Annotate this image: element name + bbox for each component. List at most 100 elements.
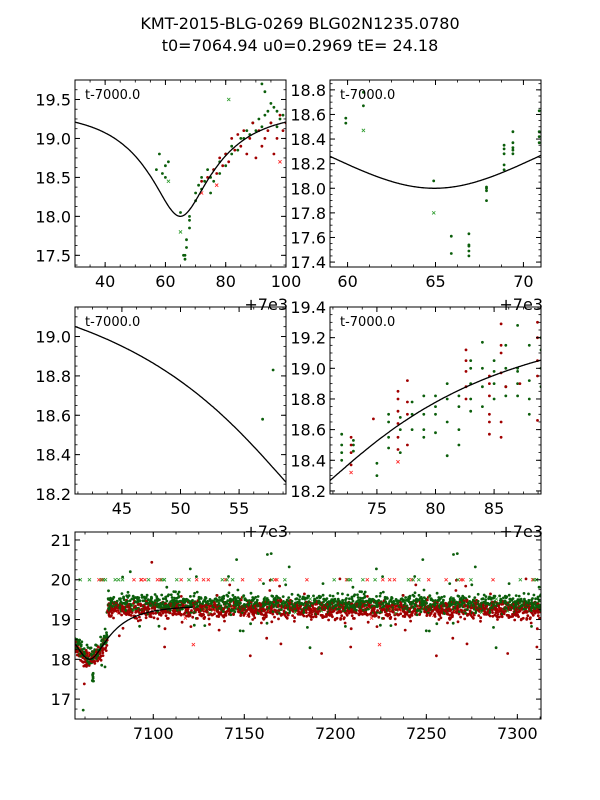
y-tick-label: 18.6: [35, 406, 71, 425]
green-dots-point: [387, 420, 390, 424]
red-dots-point: [536, 374, 539, 378]
green-dots-point: [238, 629, 242, 633]
green-dots-point: [261, 417, 264, 421]
green-dots-point: [375, 595, 378, 598]
red-dots-point: [215, 172, 219, 175]
red-dots-point: [190, 609, 193, 612]
red-dots-point: [227, 160, 231, 164]
green-dots-point: [195, 590, 199, 594]
green-dots-point: [233, 610, 237, 614]
green-dots-point: [91, 676, 95, 680]
green-dots-point: [281, 113, 285, 117]
red-dots-point: [531, 613, 535, 617]
red-x-point: [258, 577, 262, 582]
y-tick-label: 18.4: [290, 451, 326, 470]
red-dots-point: [320, 652, 323, 655]
red-x-point: [191, 642, 196, 647]
red-dots-point: [456, 620, 460, 624]
x-offset-label: +7e3: [499, 295, 543, 314]
green-dots-point: [467, 249, 471, 253]
red-dots-point: [449, 608, 453, 612]
green-dots-point: [119, 597, 122, 601]
green-dots-point: [195, 575, 198, 578]
green-dots-point: [417, 593, 421, 597]
red-dots-point: [530, 611, 534, 615]
x-offset-label: +7e3: [244, 295, 288, 314]
y-tick-label: 18.5: [35, 168, 71, 187]
green-dots-point: [511, 141, 515, 145]
green-x-point: [360, 577, 365, 582]
green-x-point: [348, 577, 353, 582]
x-tick-label: 55: [229, 499, 249, 518]
red-dots-point: [286, 613, 290, 617]
red-dots-point: [99, 658, 103, 662]
panel-middle-right: 75 80 85 18.2 18.4 18.6 18.8 19.0 19.2 19.4 t-7000…: [290, 298, 543, 541]
red-dots-point: [260, 613, 264, 616]
green-dots-point: [298, 595, 302, 598]
red-dots-point: [291, 614, 294, 617]
red-dots-point: [366, 613, 369, 617]
green-x-point: [113, 577, 118, 582]
green-dots-point: [445, 382, 449, 385]
green-dots-point: [519, 597, 523, 601]
green-dots-point: [177, 595, 181, 598]
green-dots-point: [266, 109, 270, 113]
green-dots-point: [319, 595, 323, 599]
red-x-point: [100, 577, 104, 582]
red-dots-point: [479, 616, 483, 620]
red-dots-point: [464, 359, 468, 362]
green-dots-point: [511, 130, 515, 134]
green-dots-point: [356, 596, 360, 599]
green-dots-point: [492, 370, 496, 373]
green-dots-point: [473, 596, 477, 599]
green-dots-point: [249, 591, 253, 595]
red-dots-point: [278, 584, 281, 588]
green-dots-point: [198, 600, 201, 604]
red-dots-point: [159, 613, 163, 617]
red-dots-point: [409, 619, 412, 623]
red-dots-point: [462, 612, 465, 616]
green-dots-point: [470, 583, 474, 587]
green-dots-point: [435, 591, 439, 595]
red-dots-point: [84, 649, 88, 652]
red-dots-point: [104, 646, 108, 650]
green-dots-point: [419, 610, 423, 614]
red-dots-point: [461, 609, 464, 612]
green-dots-point: [344, 121, 348, 125]
red-dots-point: [488, 382, 491, 385]
red-dots-point: [536, 320, 539, 324]
red-dots-point: [105, 644, 109, 647]
green-dots-point: [86, 646, 90, 649]
green-dots-point: [287, 596, 291, 599]
panel-top-left: 40 60 80 100 17.5 18.0 18.5 19.0 19.5 t-7000.0 +7e…: [35, 79, 301, 314]
green-dots-point: [322, 600, 325, 604]
red-dots-point: [489, 592, 492, 596]
green-dots-point: [511, 152, 515, 156]
red-dots-point: [499, 343, 503, 347]
green-dots-point: [425, 601, 428, 605]
red-dots-point: [466, 612, 470, 616]
red-x-point: [278, 159, 282, 164]
green-dots-point: [431, 599, 435, 603]
plot-area: [75, 82, 286, 261]
red-dots-point: [98, 652, 102, 655]
green-x-point: [78, 577, 83, 582]
green-dots-point: [188, 599, 191, 603]
green-dots-point: [105, 631, 108, 635]
green-dots-point: [457, 595, 461, 598]
green-dots-point: [99, 635, 102, 639]
y-tick-label: 19.2: [290, 329, 326, 348]
green-dots-point: [537, 141, 541, 145]
red-dots-point: [213, 612, 216, 616]
green-dots-point: [236, 588, 240, 592]
green-dots-point: [245, 599, 249, 603]
red-dots-point: [446, 621, 449, 625]
green-dots-point: [492, 359, 496, 362]
green-dots-point: [387, 602, 391, 606]
red-dots-point: [179, 613, 183, 617]
green-dots-point: [262, 582, 265, 585]
green-dots-point: [448, 582, 452, 585]
green-dots-point: [78, 638, 81, 642]
red-dots-point: [427, 609, 431, 612]
